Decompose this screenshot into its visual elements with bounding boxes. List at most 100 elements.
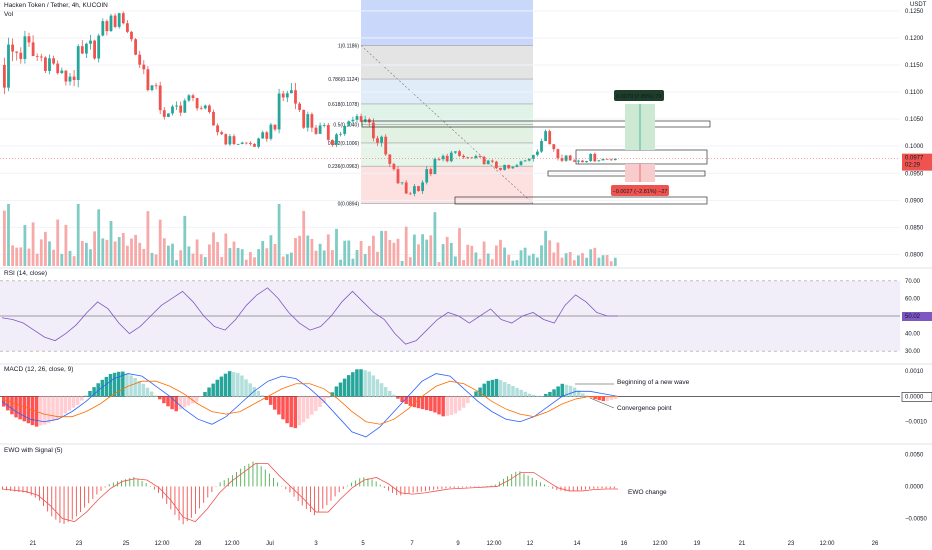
- volume-bar: [482, 241, 486, 266]
- macd-histogram-bar: [2, 396, 6, 407]
- ewo-bar: [67, 486, 69, 522]
- volume-bar: [298, 235, 301, 266]
- macd-histogram-bar: [609, 396, 614, 400]
- candle-body: [56, 63, 60, 74]
- candle-body: [462, 155, 465, 158]
- candle-body: [388, 154, 392, 164]
- volume-bar: [589, 249, 593, 266]
- candle-body: [240, 142, 244, 144]
- ewo-bar: [375, 481, 377, 487]
- currency-label: USDT: [910, 2, 927, 8]
- candle-body: [437, 158, 441, 160]
- ewo-bar: [236, 471, 237, 487]
- macd-histogram-bar: [552, 389, 556, 397]
- candle-body: [261, 132, 265, 139]
- time-tick-label: Jul: [266, 541, 274, 547]
- candle-body: [146, 69, 150, 91]
- candle-body: [109, 15, 113, 32]
- ewo-bar: [182, 486, 184, 525]
- macd-histogram-bar: [601, 396, 606, 402]
- rsi-value-badge: [902, 312, 932, 321]
- candle-body: [519, 161, 523, 166]
- chart-title: Hacken Token / Tether, 4h, KUCOIN: [4, 2, 108, 9]
- macd-histogram-bar: [351, 372, 355, 397]
- last-price-badge: [902, 153, 932, 171]
- ewo-bar: [371, 479, 373, 487]
- ewo-bar: [359, 478, 361, 487]
- volume-bar: [564, 253, 568, 266]
- volume-bar: [228, 248, 232, 266]
- volume-bar: [224, 233, 228, 266]
- volume-bar: [380, 230, 383, 266]
- macd-histogram-bar: [219, 376, 224, 397]
- ewo-bar: [252, 461, 254, 487]
- macd-histogram-bar: [182, 396, 187, 408]
- fib-zone: [361, 45, 533, 80]
- ewo-bar: [10, 486, 12, 491]
- macd-histogram-bar: [125, 373, 129, 397]
- ewo-bar: [548, 486, 550, 487]
- candle-body: [568, 155, 572, 161]
- candle-body: [72, 76, 76, 80]
- ewo-bar: [199, 486, 201, 509]
- volume-bar: [384, 230, 388, 266]
- volume-bar: [478, 258, 482, 266]
- macd-histogram-bar: [240, 375, 244, 397]
- ewo-bar: [445, 486, 447, 489]
- candle-body: [581, 160, 584, 163]
- ewo-bar: [457, 486, 459, 488]
- candle-body: [298, 103, 301, 110]
- macd-histogram-bar: [80, 396, 84, 401]
- volume-bar: [113, 241, 117, 266]
- last-price-value: 0.0977: [905, 156, 924, 162]
- candle-body: [351, 119, 355, 122]
- rsi-line: [1, 287, 618, 345]
- ewo-bar: [84, 486, 86, 508]
- time-tick-label: 25: [123, 541, 130, 547]
- candle-body: [425, 169, 429, 183]
- time-tick-label: 23: [788, 541, 795, 547]
- macd-tick-label: 0.0010: [905, 369, 924, 375]
- candle-body: [117, 13, 121, 27]
- macd-histogram-bar: [43, 396, 47, 425]
- volume-bar: [376, 251, 379, 266]
- candle-body: [556, 149, 560, 159]
- volume-bar: [146, 211, 150, 266]
- macd-histogram-bar: [544, 393, 548, 397]
- ewo-bar: [367, 478, 369, 487]
- ewo-bar: [515, 471, 517, 487]
- ewo-bar: [207, 486, 209, 498]
- macd-histogram-bar: [186, 396, 191, 406]
- candle-body: [101, 21, 105, 36]
- macd-histogram-bar: [527, 393, 532, 397]
- ewo-bar: [166, 486, 168, 504]
- candle-body: [429, 169, 433, 175]
- macd-histogram-bar: [424, 396, 429, 411]
- candle-body: [15, 51, 19, 53]
- macd-histogram-bar: [277, 396, 281, 415]
- macd-histogram-bar: [515, 387, 519, 397]
- volume-bar: [265, 248, 269, 266]
- macd-histogram-bar: [429, 396, 433, 412]
- ewo-bar: [453, 486, 455, 488]
- price-tick-label: 0.1000: [905, 144, 924, 150]
- volume-bar: [495, 245, 498, 266]
- ewo-bar: [478, 486, 480, 487]
- macd-histogram-bar: [84, 395, 88, 397]
- macd-histogram-bar: [137, 380, 142, 397]
- candle-body: [503, 164, 506, 170]
- candle-body: [52, 58, 55, 64]
- macd-histogram-bar: [326, 396, 330, 399]
- time-tick-label: 5: [361, 541, 365, 547]
- volume-bar: [458, 228, 461, 266]
- volume-bar: [117, 237, 121, 266]
- volume-bar: [609, 261, 613, 266]
- volume-bar: [64, 224, 68, 266]
- measure-up-label: 0.0079 (7.89%) 79: [616, 94, 661, 100]
- volume-bar: [261, 241, 265, 266]
- ewo-bar: [310, 486, 311, 513]
- macd-histogram-bar: [256, 391, 261, 397]
- time-tick-label: 7: [410, 541, 414, 547]
